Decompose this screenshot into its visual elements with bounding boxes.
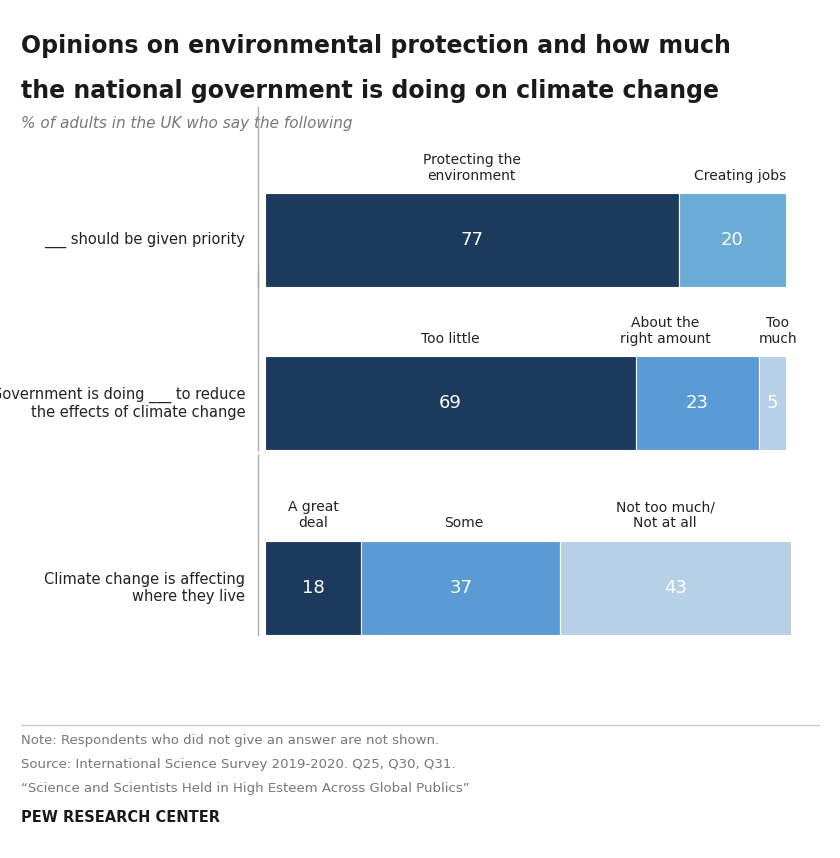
- Text: the national government is doing on climate change: the national government is doing on clim…: [21, 79, 719, 103]
- Text: 77: 77: [460, 232, 483, 249]
- Text: Climate change is affecting
where they live: Climate change is affecting where they l…: [45, 571, 245, 604]
- Text: About the
right amount: About the right amount: [620, 316, 711, 346]
- Bar: [759, 356, 786, 450]
- Bar: [560, 541, 791, 635]
- Text: Not too much/
Not at all: Not too much/ Not at all: [616, 500, 715, 530]
- Text: A great
deal: A great deal: [287, 500, 339, 530]
- Text: Source: International Science Survey 2019-2020. Q25, Q30, Q31.: Source: International Science Survey 201…: [21, 758, 455, 770]
- Text: PEW RESEARCH CENTER: PEW RESEARCH CENTER: [21, 810, 220, 825]
- Text: Too little: Too little: [421, 332, 480, 346]
- Bar: [265, 193, 679, 287]
- Bar: [361, 541, 560, 635]
- Text: Note: Respondents who did not give an answer are not shown.: Note: Respondents who did not give an an…: [21, 734, 439, 746]
- Text: Too
much: Too much: [759, 316, 797, 346]
- Bar: [265, 356, 636, 450]
- Text: Creating jobs: Creating jobs: [694, 169, 786, 183]
- Text: Some: Some: [444, 517, 483, 530]
- Text: 5: 5: [767, 395, 779, 412]
- Text: Opinions on environmental protection and how much: Opinions on environmental protection and…: [21, 34, 731, 58]
- Text: 23: 23: [686, 395, 709, 412]
- Text: ___ should be given priority: ___ should be given priority: [45, 233, 245, 248]
- Text: 43: 43: [664, 579, 687, 596]
- Text: % of adults in the UK who say the following: % of adults in the UK who say the follow…: [21, 116, 353, 130]
- Text: 20: 20: [721, 232, 743, 249]
- Text: 69: 69: [438, 395, 461, 412]
- Bar: [636, 356, 759, 450]
- Text: Protecting the
environment: Protecting the environment: [423, 153, 521, 183]
- Bar: [265, 541, 361, 635]
- Text: 37: 37: [449, 579, 472, 596]
- Text: Government is doing ___ to reduce
the effects of climate change: Government is doing ___ to reduce the ef…: [0, 386, 245, 420]
- Text: “Science and Scientists Held in High Esteem Across Global Publics”: “Science and Scientists Held in High Est…: [21, 782, 470, 795]
- Text: 18: 18: [302, 579, 324, 596]
- Bar: [679, 193, 786, 287]
